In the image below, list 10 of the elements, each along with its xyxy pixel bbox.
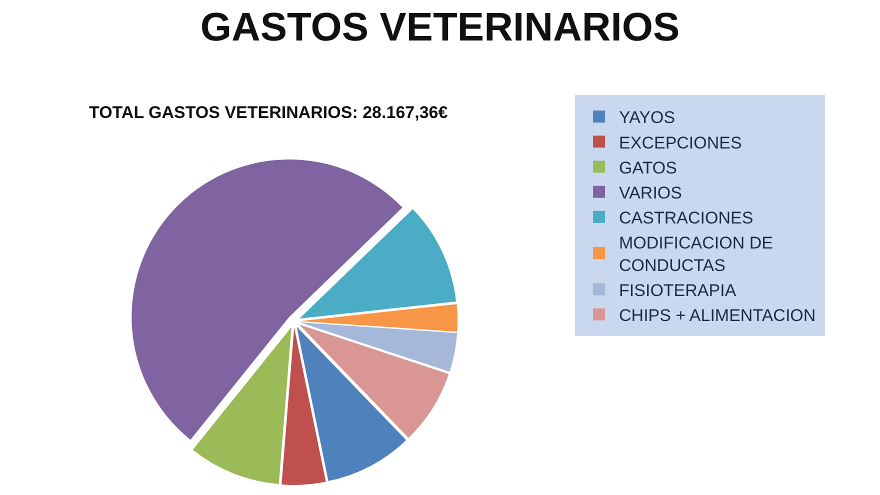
legend-label: VARIOS xyxy=(619,183,682,202)
text: TOTAL GASTOS VETERINARIOS: 28.167,36€ xyxy=(89,103,448,122)
legend-label: CASTRACIONES xyxy=(619,208,754,228)
legend-label: EXCEPCIONES xyxy=(619,133,742,152)
legend-label: GATOS xyxy=(619,158,677,178)
legend-label: FISIOTERAPIA xyxy=(619,280,737,300)
chart-title: GASTOS VETERINARIOS xyxy=(200,5,680,50)
legend-label: YAYOS xyxy=(619,108,676,128)
legend-label: CHIPS + ALIMENTACION xyxy=(619,306,816,325)
legend-label: MODIFICACION DE CONDUCTAS xyxy=(619,234,773,275)
